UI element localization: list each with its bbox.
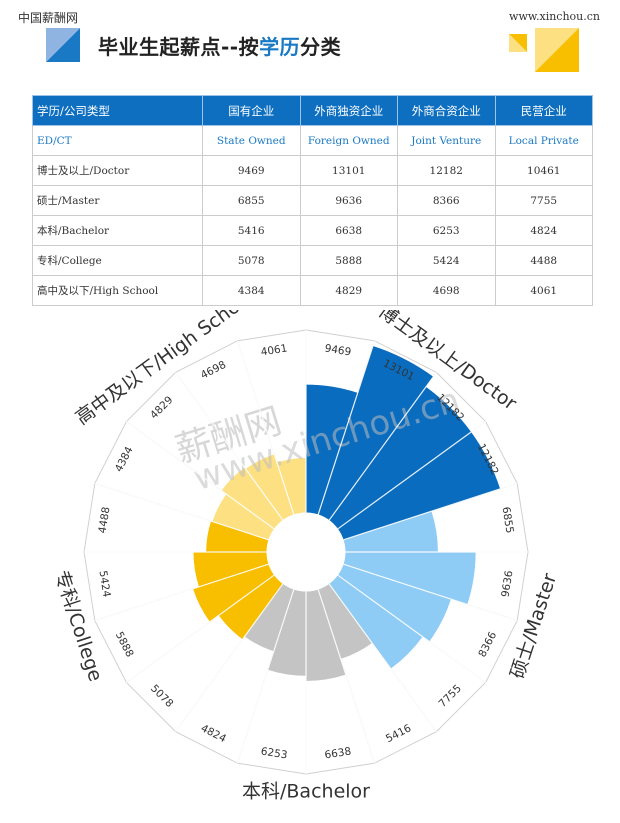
- chart-bar: [244, 583, 294, 652]
- data-label: 5424: [96, 570, 112, 599]
- table-row: 博士及以上/Doctor 9469 13101 12182 10461: [32, 155, 593, 186]
- data-label: 4488: [96, 506, 112, 534]
- data-label: 9469: [324, 342, 352, 358]
- chart-bar-separator: [342, 563, 518, 622]
- table-cell: 10461: [494, 155, 593, 186]
- table-cell: 4698: [397, 275, 496, 306]
- table-cell: 高中及以下/High School: [32, 275, 203, 306]
- table-cell: 硕士/Master: [32, 185, 203, 216]
- chart-bar-separator: [94, 482, 270, 541]
- table-cell: 专科/College: [32, 245, 203, 276]
- table-cell: 4829: [299, 275, 398, 306]
- title-main: 毕业生起薪点--按: [98, 35, 260, 59]
- table-cell: Foreign Owned: [299, 125, 398, 156]
- salary-table: 学历/公司类型 国有企业 外商独资企业 外商合资企业 民营企业 ED/CT St…: [32, 95, 593, 306]
- chart-bar: [218, 574, 284, 640]
- title-decoration-icon: [46, 28, 80, 62]
- polar-bar-chart: 薪酬网www.xinchou.cn94691310112182121826855…: [50, 310, 561, 803]
- chart-bar: [276, 457, 306, 515]
- chart-bar: [318, 583, 373, 659]
- table-header-cell: 国有企业: [202, 95, 301, 126]
- table-row: 硕士/Master 6855 9636 8366 7755: [32, 185, 593, 216]
- chart-bar-separator: [236, 340, 295, 516]
- chart-bar-separator: [328, 583, 437, 732]
- chart-bar-separator: [94, 563, 270, 622]
- table-cell: Joint Venture: [397, 125, 496, 156]
- chart-bar: [328, 386, 472, 530]
- table-cell: 6638: [299, 215, 398, 246]
- table-cell: 7755: [494, 185, 593, 216]
- data-label: 9636: [499, 569, 515, 598]
- table-cell: 6253: [397, 215, 496, 246]
- data-label: 6855: [499, 506, 515, 534]
- chart-bar-separator: [317, 340, 376, 516]
- table-cell: 5424: [397, 245, 496, 276]
- data-label: 4061: [260, 342, 288, 358]
- chart-bar: [343, 552, 476, 605]
- table-cell: 本科/Bachelor: [32, 215, 203, 246]
- table-cell: 博士及以上/Doctor: [32, 155, 203, 186]
- table-row: 本科/Bachelor 5416 6638 6253 4824: [32, 215, 593, 246]
- table-cell: 4384: [202, 275, 301, 306]
- table-cell: 5888: [299, 245, 398, 276]
- chart-bar-separator: [236, 588, 295, 764]
- table-cell: 13101: [299, 155, 398, 186]
- table-cell: 4824: [494, 215, 593, 246]
- table-cell: 5078: [202, 245, 301, 276]
- table-header-cell: 外商独资企业: [299, 95, 398, 126]
- table-cell: Local Private: [494, 125, 593, 156]
- table-cell: 12182: [397, 155, 496, 186]
- table-header-cell: 学历/公司类型: [32, 95, 203, 126]
- chart-bar: [328, 574, 423, 669]
- site-url[interactable]: www.xinchou.cn: [509, 10, 600, 23]
- table-header-cell: 民营企业: [494, 95, 593, 126]
- chart-bar-separator: [175, 372, 284, 521]
- chart-center-hole: [266, 512, 346, 592]
- table-cell: ED/CT: [32, 125, 203, 156]
- brand-name: 中国薪酬网: [18, 11, 79, 25]
- data-label: 6253: [260, 745, 288, 761]
- chart-bar-separator: [126, 421, 275, 530]
- chart-bar: [337, 564, 451, 642]
- chart-bar-separator: [175, 583, 284, 732]
- table-cell: State Owned: [202, 125, 301, 156]
- category-label: 本科/Bachelor: [242, 781, 370, 803]
- table-cell: 9469: [202, 155, 301, 186]
- table-cell: 4061: [494, 275, 593, 306]
- chart-bar: [193, 564, 275, 622]
- chart-bar: [193, 552, 269, 587]
- chart-bar: [306, 384, 358, 515]
- table-cell: 4488: [494, 245, 593, 276]
- table-header-cell: 外商合资企业: [397, 95, 496, 126]
- table-cell: 5416: [202, 215, 301, 246]
- table-row: 专科/College 5078 5888 5424 4488: [32, 245, 593, 276]
- chart-bar-separator: [317, 588, 376, 764]
- chart-bar: [212, 494, 275, 540]
- page-title: 毕业生起薪点--按学历分类: [98, 31, 341, 60]
- table-cell: 8366: [397, 185, 496, 216]
- chart-bar: [343, 511, 438, 552]
- chart-bar-separator: [126, 574, 275, 683]
- chart-bar: [206, 521, 269, 552]
- table-subheader-row: ED/CT State Owned Foreign Owned Joint Ve…: [32, 125, 593, 156]
- data-label: 6638: [324, 745, 352, 761]
- table-header-row: 学历/公司类型 国有企业 外商独资企业 外商合资企业 民营企业: [32, 95, 593, 126]
- chart-bar: [267, 589, 306, 676]
- chart-bar: [337, 432, 501, 540]
- chart-bar: [318, 346, 434, 521]
- chart-bar-separator: [337, 574, 486, 683]
- table-cell: 9636: [299, 185, 398, 216]
- chart-bar-separator: [342, 482, 518, 541]
- chart-bar: [306, 589, 346, 681]
- chart-bar: [221, 467, 284, 530]
- chart-bar-separator: [337, 421, 486, 530]
- title-tail: 分类: [300, 35, 342, 59]
- title-highlight: 学历: [259, 35, 301, 59]
- chart-bar-separator: [328, 372, 437, 521]
- table-row: 高中及以下/High School 4384 4829 4698 4061: [32, 275, 593, 306]
- chart-bar: [245, 454, 294, 521]
- corner-decoration-icon: [509, 28, 579, 72]
- table-cell: 6855: [202, 185, 301, 216]
